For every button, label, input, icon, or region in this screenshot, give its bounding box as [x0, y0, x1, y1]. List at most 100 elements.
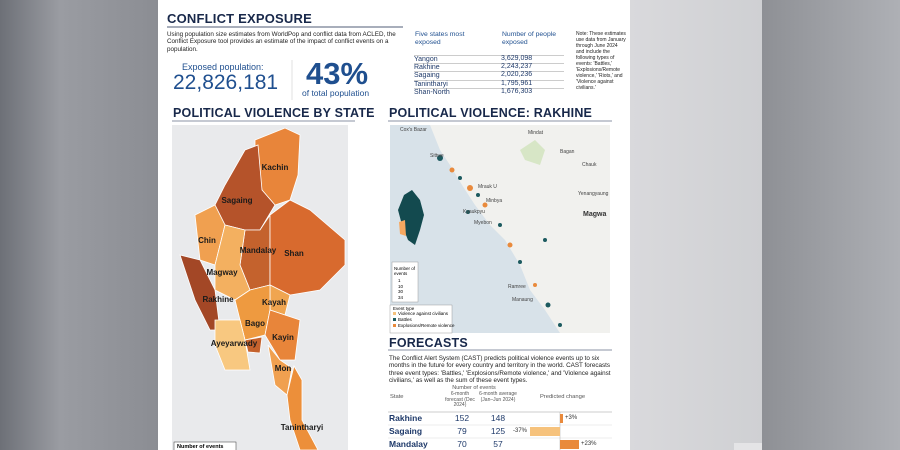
state [214, 319, 251, 371]
description: Using population size estimates from Wor… [167, 31, 396, 53]
share-label: of total population [302, 88, 370, 98]
dot [498, 223, 502, 227]
dot [482, 202, 488, 208]
dot [449, 167, 455, 173]
place-label: Magwa [583, 211, 606, 218]
place-label: Cox's Bazar [400, 127, 427, 133]
event-count: 57 [493, 439, 503, 449]
state [244, 336, 263, 354]
dot [466, 210, 470, 214]
section-title: POLITICAL VIOLENCE: RAKHINE [389, 106, 593, 120]
legend-box [173, 441, 237, 450]
place-label: Chauk [582, 162, 597, 168]
place-label: Yenangyaung [578, 191, 609, 197]
state-label: Rakhine [202, 295, 234, 304]
size-legend: 1 10 30 34 [398, 278, 403, 300]
dot [507, 242, 513, 248]
place-label: Kyaukpyu [463, 209, 485, 215]
state-name: Shan-North [414, 87, 564, 96]
dot [545, 302, 551, 308]
place-label: Ramree [508, 284, 526, 290]
section-title: POLITICAL VIOLENCE BY STATE [173, 106, 375, 120]
event-dots [437, 155, 562, 327]
column-header: State [390, 394, 404, 400]
state-label: Shan [284, 249, 304, 258]
state-name: Tanintharyi [414, 79, 564, 88]
people-exposed: 2,020,236 [501, 71, 533, 79]
legend-title: Number of events [177, 444, 224, 450]
people-exposed: 1,795,961 [501, 79, 533, 87]
state-label: Chin [198, 236, 216, 245]
state-label: Kachin [262, 163, 289, 172]
place-label: Myebon [474, 220, 492, 226]
column-header: Predicted change [539, 394, 586, 400]
group-header: Number of events [452, 385, 496, 391]
section-title: FORECASTS [389, 336, 468, 350]
predicted-change: +3% [565, 415, 578, 421]
dot [476, 193, 480, 197]
legend-swatch [393, 318, 396, 321]
legend-title: Event type [393, 306, 415, 311]
place-label: Manaung [512, 297, 533, 303]
share-value: 43% [306, 56, 369, 91]
state-name: Rakhine [389, 413, 423, 423]
column-header: 6-month average (Jan–Jun 2024) [479, 391, 517, 403]
exposed-label: Exposed population: [182, 62, 264, 72]
note: Note: These estimates use data from Janu… [576, 31, 626, 91]
type-label: Explosions/Remote violence [398, 323, 455, 328]
dot [458, 176, 462, 180]
legend-title: Number of events [394, 266, 416, 276]
legend-box [391, 261, 419, 303]
state-label: Magway [206, 268, 238, 277]
event-count: 152 [454, 413, 470, 423]
section-title: CONFLICT EXPOSURE [167, 11, 312, 26]
state-label: Tanintharyi [281, 423, 324, 432]
state-name: Sagaing [389, 426, 423, 436]
people-exposed: 3,629,098 [501, 55, 533, 62]
place-label: Minbya [486, 198, 502, 204]
dot [467, 185, 473, 191]
state-map [179, 127, 346, 450]
type-label: Violence against civilians [398, 311, 448, 316]
state-label: Bago [245, 319, 265, 328]
state [286, 364, 319, 450]
state-name: Sagaing [414, 71, 564, 79]
dot [558, 323, 562, 327]
legend-box [389, 304, 453, 334]
event-count: 70 [457, 439, 467, 449]
column-header: 6-month forecast (Dec 2024) [445, 391, 475, 409]
predicted-change: +23% [581, 441, 597, 447]
dot [518, 260, 522, 264]
state-name: Mandalay [389, 439, 428, 449]
place-label: Mindat [528, 130, 544, 136]
legend-swatch [393, 312, 396, 315]
event-count: 79 [457, 426, 467, 436]
forest [520, 140, 545, 165]
table-header: Five states most exposed [415, 31, 465, 46]
state [264, 309, 301, 361]
event-count: 125 [490, 426, 506, 436]
place-label: Bagan [560, 149, 575, 155]
size-label: 10 [398, 283, 404, 289]
type-label: Battles [398, 317, 412, 322]
predicted-change: -37% [513, 428, 528, 434]
exposed-value: 22,826,181 [173, 71, 279, 94]
dot [533, 283, 537, 287]
table-header: Number of people exposed [502, 31, 557, 46]
inset-state [399, 220, 406, 236]
state-label: Kayin [272, 333, 294, 342]
state [267, 344, 293, 396]
event-count: 148 [490, 413, 506, 423]
state-label: Sagaing [221, 196, 252, 205]
state [214, 224, 251, 301]
change-bar [560, 440, 579, 449]
place-label: Sittwe [430, 153, 444, 159]
size-label: 30 [398, 289, 404, 294]
land [430, 125, 610, 333]
scroll-tab [734, 443, 762, 450]
description: The Conflict Alert System (CAST) predict… [389, 355, 611, 385]
dot [437, 155, 443, 161]
place-label: Mrauk U [478, 184, 497, 190]
